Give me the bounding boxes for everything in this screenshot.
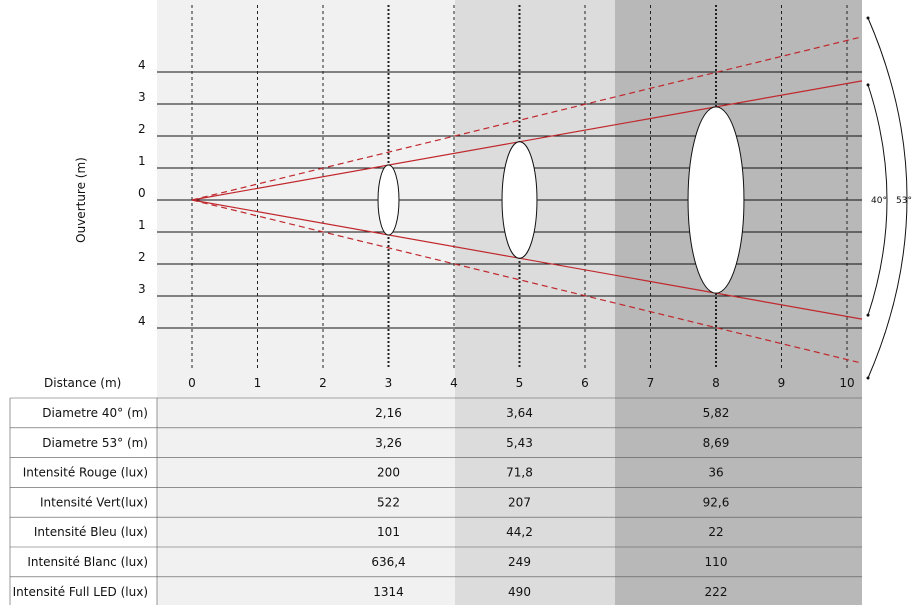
table-cell: 222 — [705, 585, 728, 599]
y-tick-label: 3 — [138, 90, 146, 104]
table-cell: 1314 — [373, 585, 404, 599]
x-axis-label: Distance (m) — [44, 376, 121, 390]
table-cell: 110 — [705, 555, 728, 569]
beam-spots — [377, 106, 745, 294]
x-tick-label: 0 — [188, 376, 196, 390]
x-tick-labels: 0 1 2 3 4 5 6 7 8 9 10 — [188, 376, 854, 390]
x-tick-label: 9 — [778, 376, 786, 390]
table-cell: 92,6 — [703, 495, 730, 509]
beam-edge-53 — [191, 199, 863, 364]
y-tick-label: 2 — [138, 122, 146, 136]
table-cell: 207 — [508, 495, 531, 509]
y-tick-labels: 4 3 2 1 0 1 2 3 4 — [138, 58, 146, 328]
table-cell: 636,4 — [371, 555, 405, 569]
x-tick-label: 5 — [516, 376, 524, 390]
table-cell: 3,64 — [506, 406, 533, 420]
x-tick-label: 10 — [839, 376, 854, 390]
table-row-label: Intensité Rouge (lux) — [23, 466, 148, 480]
x-tick-label: 6 — [581, 376, 589, 390]
beam-edge-40 — [191, 199, 863, 320]
angle-arc-wide-end — [866, 376, 870, 380]
table-cell: 2,16 — [375, 406, 402, 420]
band-near — [157, 0, 455, 605]
table-cell: 8,69 — [703, 436, 730, 450]
y-tick-label: 1 — [138, 154, 146, 168]
angle-label-narrow: 40° — [871, 196, 887, 206]
beam-spot — [501, 141, 538, 259]
angle-arc-narrow — [867, 84, 888, 316]
y-tick-label: 0 — [138, 186, 146, 200]
y-tick-label: 4 — [138, 58, 146, 72]
x-tick-label: 4 — [450, 376, 458, 390]
band-far — [615, 0, 862, 605]
table-cell: 71,8 — [506, 466, 533, 480]
angle-arc-wide — [867, 17, 908, 379]
beam-edge-40 — [191, 80, 863, 201]
table-cell: 3,26 — [375, 436, 402, 450]
table-row-label: Intensité Full LED (lux) — [13, 585, 148, 599]
angle-arc-narrow-end — [866, 313, 870, 317]
y-tick-label: 1 — [138, 218, 146, 232]
x-tick-label: 2 — [319, 376, 327, 390]
table-row-label: Intensité Vert(lux) — [40, 495, 148, 509]
beam-spot — [377, 164, 400, 236]
beam-lines — [191, 36, 863, 364]
beam-edge-53 — [191, 36, 863, 201]
x-tick-label: 1 — [254, 376, 262, 390]
y-tick-label: 4 — [138, 314, 146, 328]
table-cell: 22 — [708, 525, 723, 539]
table-row-label: Diametre 53° (m) — [42, 436, 148, 450]
table-row-label: Intensité Blanc (lux) — [27, 555, 148, 569]
y-axis-label: Ouverture (m) — [74, 157, 88, 243]
x-tick-label: 3 — [385, 376, 393, 390]
table-cell: 36 — [708, 466, 723, 480]
data-table: Diametre 40° (m) 2,16 3,64 5,82 Diametre 53°… — [9, 397, 862, 605]
x-tick-label: 8 — [712, 376, 720, 390]
table-cell: 101 — [377, 525, 400, 539]
table-row-label: Intensité Bleu (lux) — [34, 525, 148, 539]
table-row-label: Diametre 40° (m) — [42, 406, 148, 420]
angle-arc-narrow-end — [866, 83, 870, 87]
beam-spot — [687, 106, 745, 294]
angle-arc-wide-end — [866, 16, 870, 20]
band-middle — [455, 0, 615, 605]
angle-arcs — [866, 16, 908, 380]
angle-label-wide: 53° — [896, 196, 912, 206]
table-cell: 200 — [377, 466, 400, 480]
table-cell: 490 — [508, 585, 531, 599]
table-cell: 5,82 — [703, 406, 730, 420]
y-tick-label: 3 — [138, 282, 146, 296]
table-cell: 5,43 — [506, 436, 533, 450]
table-cell: 44,2 — [506, 525, 533, 539]
table-cell: 249 — [508, 555, 531, 569]
y-tick-label: 2 — [138, 250, 146, 264]
x-tick-label: 7 — [647, 376, 655, 390]
table-cell: 522 — [377, 495, 400, 509]
